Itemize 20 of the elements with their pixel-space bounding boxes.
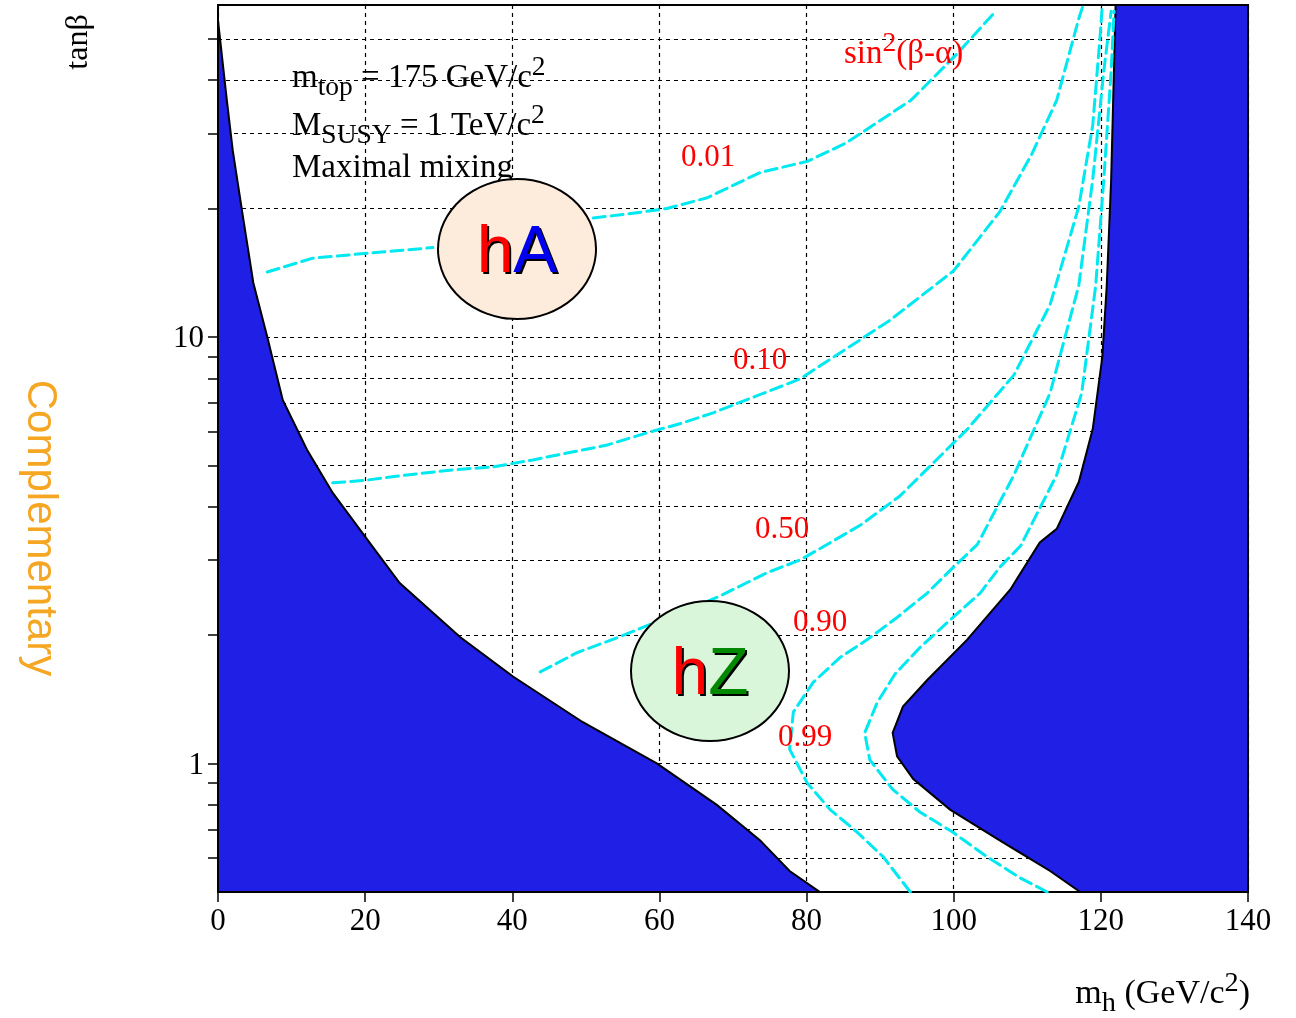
y-tick-label: 1 (188, 746, 204, 782)
x-tick-label: 120 (1077, 902, 1125, 937)
annotation: 0.01 (680, 137, 736, 173)
annotation: hA (476, 212, 558, 286)
annotation: 0.90 (792, 602, 848, 638)
text: Complementary (19, 379, 66, 677)
y-axis-title: tanβ (58, 14, 94, 70)
annotation: hZ (671, 634, 749, 708)
x-tick-label: 140 (1224, 902, 1272, 937)
x-tick-label: 60 (643, 902, 675, 937)
annotation: 0.10 (732, 340, 788, 376)
x-tick-label: 80 (791, 902, 823, 937)
annotation: 0.50 (754, 509, 810, 545)
y-tick-label: 10 (173, 319, 204, 355)
x-tick-label: 100 (930, 902, 977, 937)
x-tick-label: 0 (210, 902, 226, 937)
x-tick-label: 40 (496, 902, 528, 937)
annotation: Maximal mixing (292, 148, 513, 184)
x-tick-label: 20 (349, 902, 381, 937)
x-axis-title: m$_{h}$ (GeV/c$^{2}$) (1075, 966, 1250, 1018)
